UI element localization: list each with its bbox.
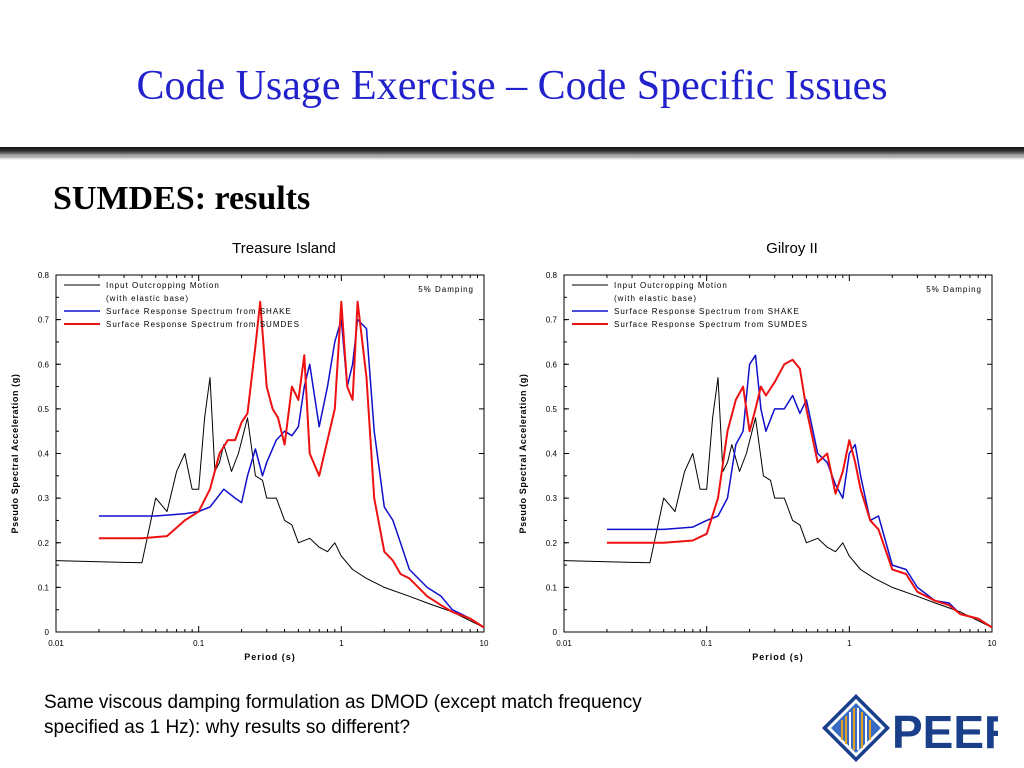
y-tick-label: 0.7 <box>546 316 558 325</box>
series-line-2 <box>98 300 485 629</box>
y-tick-label: 0.3 <box>546 494 558 503</box>
x-tick-label: 1 <box>847 639 852 648</box>
y-tick-label: 0 <box>45 628 50 637</box>
y-tick-label: 0.1 <box>38 583 50 592</box>
peer-logo-mark-icon <box>822 694 890 762</box>
series-line-1 <box>98 318 485 629</box>
y-tick-label: 0.7 <box>38 316 50 325</box>
y-tick-label: 0.5 <box>38 405 50 414</box>
x-tick-label: 1 <box>339 639 344 648</box>
legend-entry: Surface Response Spectrum from SUMDES <box>106 320 300 329</box>
chart-title: Treasure Island <box>232 240 336 257</box>
y-tick-label: 0.8 <box>546 271 558 280</box>
legend-entry: Surface Response Spectrum from SUMDES <box>614 320 808 329</box>
y-tick-label: 0.2 <box>38 539 50 548</box>
series-line-0 <box>563 377 993 628</box>
x-tick-label: 10 <box>480 639 489 648</box>
chart-gilroy-ii: Gilroy II 0 0.1 0.2 0.3 0.4 0.5 0.6 0.7 0.8 0.01 0.… <box>518 240 997 662</box>
chart-treasure-island: Treasure Island 0 0.1 0.2 0.3 0.4 0.5 0.6 0.7 0.8… <box>10 240 489 662</box>
legend-entry: Input Outcropping Motion <box>106 281 220 290</box>
x-tick-label: 0.1 <box>193 639 205 648</box>
y-tick-label: 0.4 <box>38 450 50 459</box>
slide-title: Code Usage Exercise – Code Specific Issu… <box>136 63 888 109</box>
x-axis-label: Period (s) <box>244 652 296 662</box>
series-line-1 <box>606 354 993 629</box>
x-axis-label: Period (s) <box>752 652 804 662</box>
legend-entry: (with elastic base) <box>614 294 697 303</box>
y-tick-label: 0 <box>553 628 558 637</box>
y-tick-label: 0.4 <box>546 450 558 459</box>
peer-logo-text: PEER <box>892 706 998 758</box>
series-line-0 <box>55 377 485 628</box>
y-tick-label: 0.3 <box>38 494 50 503</box>
x-tick-label: 0.01 <box>556 639 572 648</box>
y-tick-label: 0.1 <box>546 583 558 592</box>
y-axis-label: Pseudo Spectral Acceleration (g) <box>10 374 20 534</box>
x-tick-label: 0.01 <box>48 639 64 648</box>
legend-entry: Input Outcropping Motion <box>614 281 728 290</box>
y-tick-label: 0.5 <box>546 405 558 414</box>
title-divider-shadow <box>0 156 1024 160</box>
series-line-2 <box>606 358 993 629</box>
chart-title: Gilroy II <box>766 240 818 257</box>
x-tick-label: 10 <box>988 639 997 648</box>
title-divider <box>0 147 1024 156</box>
x-tick-label: 0.1 <box>701 639 713 648</box>
y-tick-label: 0.2 <box>546 539 558 548</box>
y-tick-label: 0.6 <box>38 360 50 369</box>
damping-annotation: 5% Damping <box>418 285 474 294</box>
slide-caption: Same viscous damping formulation as DMOD… <box>44 692 642 738</box>
y-axis-label: Pseudo Spectral Acceleration (g) <box>518 374 528 534</box>
legend-entry: (with elastic base) <box>106 294 189 303</box>
damping-annotation: 5% Damping <box>926 285 982 294</box>
peer-logo: PEER <box>822 694 998 762</box>
y-tick-label: 0.8 <box>38 271 50 280</box>
y-tick-label: 0.6 <box>546 360 558 369</box>
legend-entry: Surface Response Spectrum from SHAKE <box>614 307 800 316</box>
slide-subtitle: SUMDES: results <box>53 180 311 217</box>
legend-entry: Surface Response Spectrum from SHAKE <box>106 307 292 316</box>
